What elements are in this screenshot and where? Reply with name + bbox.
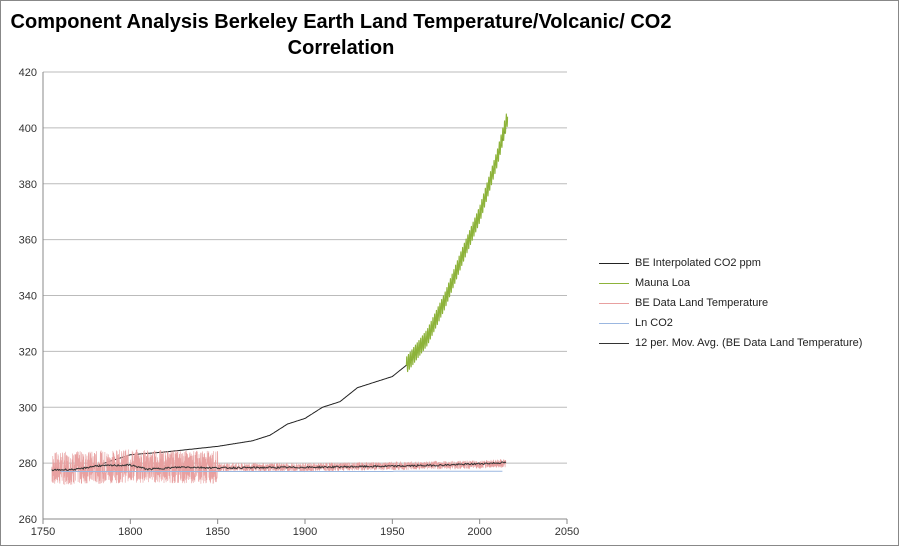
series-line-4 xyxy=(51,461,507,472)
y-tick-label: 420 xyxy=(19,67,37,79)
y-tick-label: 340 xyxy=(19,291,37,303)
chart-title: Component Analysis Berkeley Earth Land T… xyxy=(10,11,672,59)
legend-swatch xyxy=(599,322,629,324)
y-tick-label: 260 xyxy=(19,514,37,526)
x-tick-label: 2050 xyxy=(555,526,579,538)
x-tick-label: 1900 xyxy=(293,526,317,538)
x-tick-label: 1750 xyxy=(31,526,55,538)
y-tick-label: 380 xyxy=(19,179,37,191)
y-tick-label: 400 xyxy=(19,123,37,135)
legend-label: BE Interpolated CO2 ppm xyxy=(635,257,761,269)
legend-swatch xyxy=(599,302,629,304)
legend-label: Ln CO2 xyxy=(635,317,673,329)
series-line-1 xyxy=(405,113,509,373)
legend: BE Interpolated CO2 ppm Mauna Loa BE Data … xyxy=(599,253,862,353)
legend-item: BE Data Land Temperature xyxy=(599,293,862,313)
series-line-2 xyxy=(51,449,507,485)
legend-swatch xyxy=(599,342,629,344)
legend-item: Ln CO2 xyxy=(599,313,862,333)
x-tick-label: 2000 xyxy=(467,526,491,538)
x-tick-label: 1850 xyxy=(205,526,229,538)
y-tick-label: 280 xyxy=(19,458,37,470)
series-line-0 xyxy=(60,127,507,472)
y-tick-label: 360 xyxy=(19,235,37,247)
legend-item: BE Interpolated CO2 ppm xyxy=(599,253,862,273)
legend-label: BE Data Land Temperature xyxy=(635,297,769,309)
y-tick-label: 320 xyxy=(19,346,37,358)
x-tick-label: 1950 xyxy=(380,526,404,538)
legend-label: Mauna Loa xyxy=(635,277,691,289)
legend-swatch xyxy=(599,262,629,264)
y-tick-label: 300 xyxy=(19,402,37,414)
legend-swatch xyxy=(599,282,629,284)
legend-item: Mauna Loa xyxy=(599,273,862,293)
legend-item: 12 per. Mov. Avg. (BE Data Land Temperat… xyxy=(599,333,862,353)
legend-label: 12 per. Mov. Avg. (BE Data Land Temperat… xyxy=(635,337,863,349)
x-tick-label: 1800 xyxy=(118,526,142,538)
